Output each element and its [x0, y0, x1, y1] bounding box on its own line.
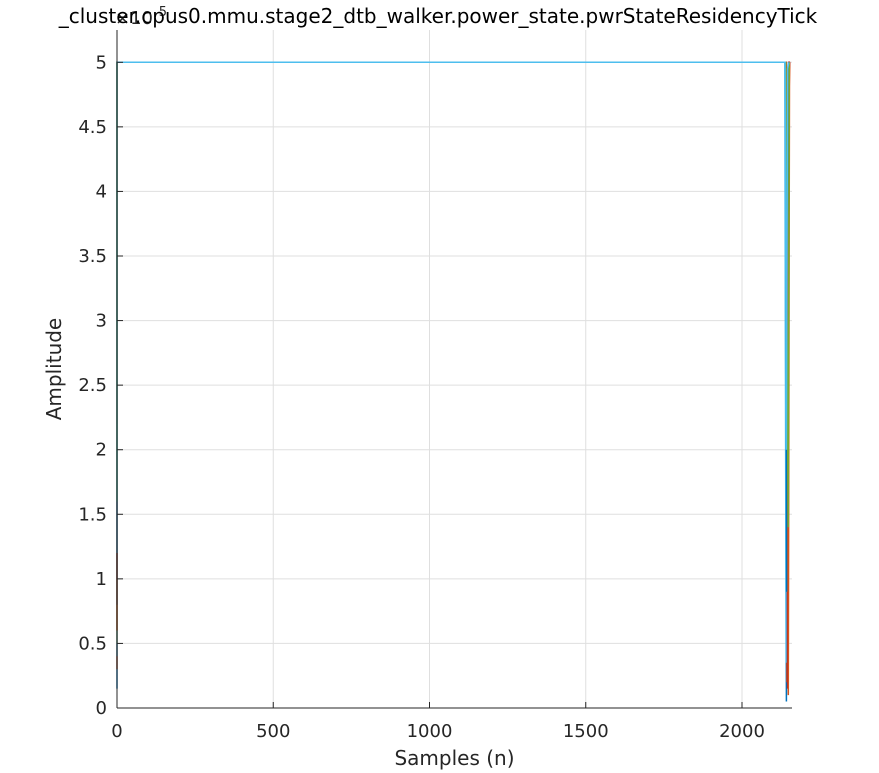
y-tick-label: 5 — [96, 52, 107, 73]
y-tick-label: 3.5 — [78, 246, 107, 267]
plot-area — [117, 30, 792, 708]
y-tick-label: 2 — [96, 440, 107, 461]
y-tick-label: 2.5 — [78, 375, 107, 396]
y-axis-label: Amplitude — [42, 318, 66, 421]
y-tick-label: 0.5 — [78, 633, 107, 654]
y-tick-labels: 0 0.5 1 1.5 2 2.5 3 3.5 4 4.5 5 — [78, 52, 107, 719]
x-tick-label: 1000 — [407, 721, 453, 742]
x-tick-label: 500 — [256, 721, 290, 742]
y-exponent-base: ×10 — [115, 8, 153, 29]
y-exponent-power: 5 — [159, 5, 167, 20]
x-tick-label: 1500 — [563, 721, 609, 742]
y-exponent-label: ×10 5 — [115, 5, 167, 29]
x-tick-labels: 0 500 1000 1500 2000 — [111, 721, 765, 742]
grid-lines — [116, 30, 792, 709]
y-tick-label: 0 — [96, 698, 107, 719]
y-tick-label: 4.5 — [78, 117, 107, 138]
y-tick-label: 3 — [96, 311, 107, 332]
y-tick-label: 1 — [96, 569, 107, 590]
chart-title: _cluster.cpus0.mmu.stage2_dtb_walker.pow… — [58, 4, 818, 28]
x-tick-label: 0 — [111, 721, 122, 742]
y-tick-label: 4 — [96, 181, 107, 202]
x-axis-label: Samples (n) — [394, 746, 514, 770]
x-tick-label: 2000 — [719, 721, 765, 742]
y-tick-label: 1.5 — [78, 504, 107, 525]
axes — [116, 30, 792, 709]
